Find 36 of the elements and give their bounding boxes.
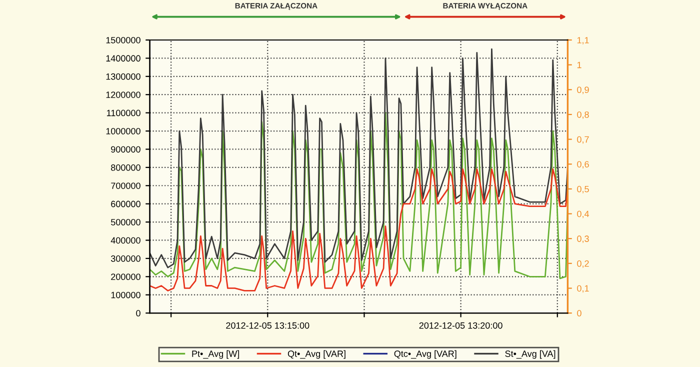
y2-tick-label: 0,3 xyxy=(577,236,589,244)
y2-tick-label: 0,7 xyxy=(577,136,589,144)
y2-tick-label: 0,6 xyxy=(577,161,589,169)
y-tick-label: 1500000 xyxy=(106,36,140,44)
y-tick-label: 1200000 xyxy=(106,92,140,98)
y2-tick-label: 0,5 xyxy=(577,186,589,194)
y-tick-label: 1400000 xyxy=(106,55,140,62)
y2-tick-label: 0,8 xyxy=(577,111,589,119)
y-tick-label: 200000 xyxy=(111,274,140,280)
y-tick-label: 100000 xyxy=(111,292,140,298)
y-tick-label: 700000 xyxy=(111,182,140,189)
y-tick-label: 0 xyxy=(136,310,140,316)
x-tick-label: 2012-12-05 13:15:00 xyxy=(226,322,310,329)
y-tick-label: 300000 xyxy=(110,255,140,262)
line-series xyxy=(150,112,568,280)
y-tick-label: 800000 xyxy=(111,164,140,171)
legend-label: Qtc•_Avg [VAR] xyxy=(394,350,456,359)
y-tick-label: 1300000 xyxy=(106,73,140,80)
legend-label: Pt•_Avg [W] xyxy=(192,350,240,359)
line-series xyxy=(150,168,568,292)
legend-label: Qt•_Avg [VAR] xyxy=(288,350,346,359)
y-tick-label: 1100000 xyxy=(106,110,140,116)
y-tick-label: 1000000 xyxy=(106,128,140,134)
x-tick-label: 2012-12-05 13:20:00 xyxy=(419,322,502,329)
y2-tick-label: 1,1 xyxy=(577,37,589,44)
y-tick-label: 400000 xyxy=(110,237,140,244)
legend-label: St•_Avg [VA] xyxy=(505,350,556,359)
y2-tick-label: 0,9 xyxy=(577,86,589,94)
y2-tick-label: 1 xyxy=(577,62,582,68)
y2-tick-label: 0,4 xyxy=(577,210,590,218)
y-tick-label: 900000 xyxy=(111,146,140,153)
y2-tick-label: 0,2 xyxy=(577,260,589,268)
y2-tick-label: 0,1 xyxy=(577,285,589,293)
y-tick-label: 600000 xyxy=(111,200,140,208)
y-tick-label: 500000 xyxy=(111,219,140,226)
y2-tick-label: 0 xyxy=(577,310,582,316)
